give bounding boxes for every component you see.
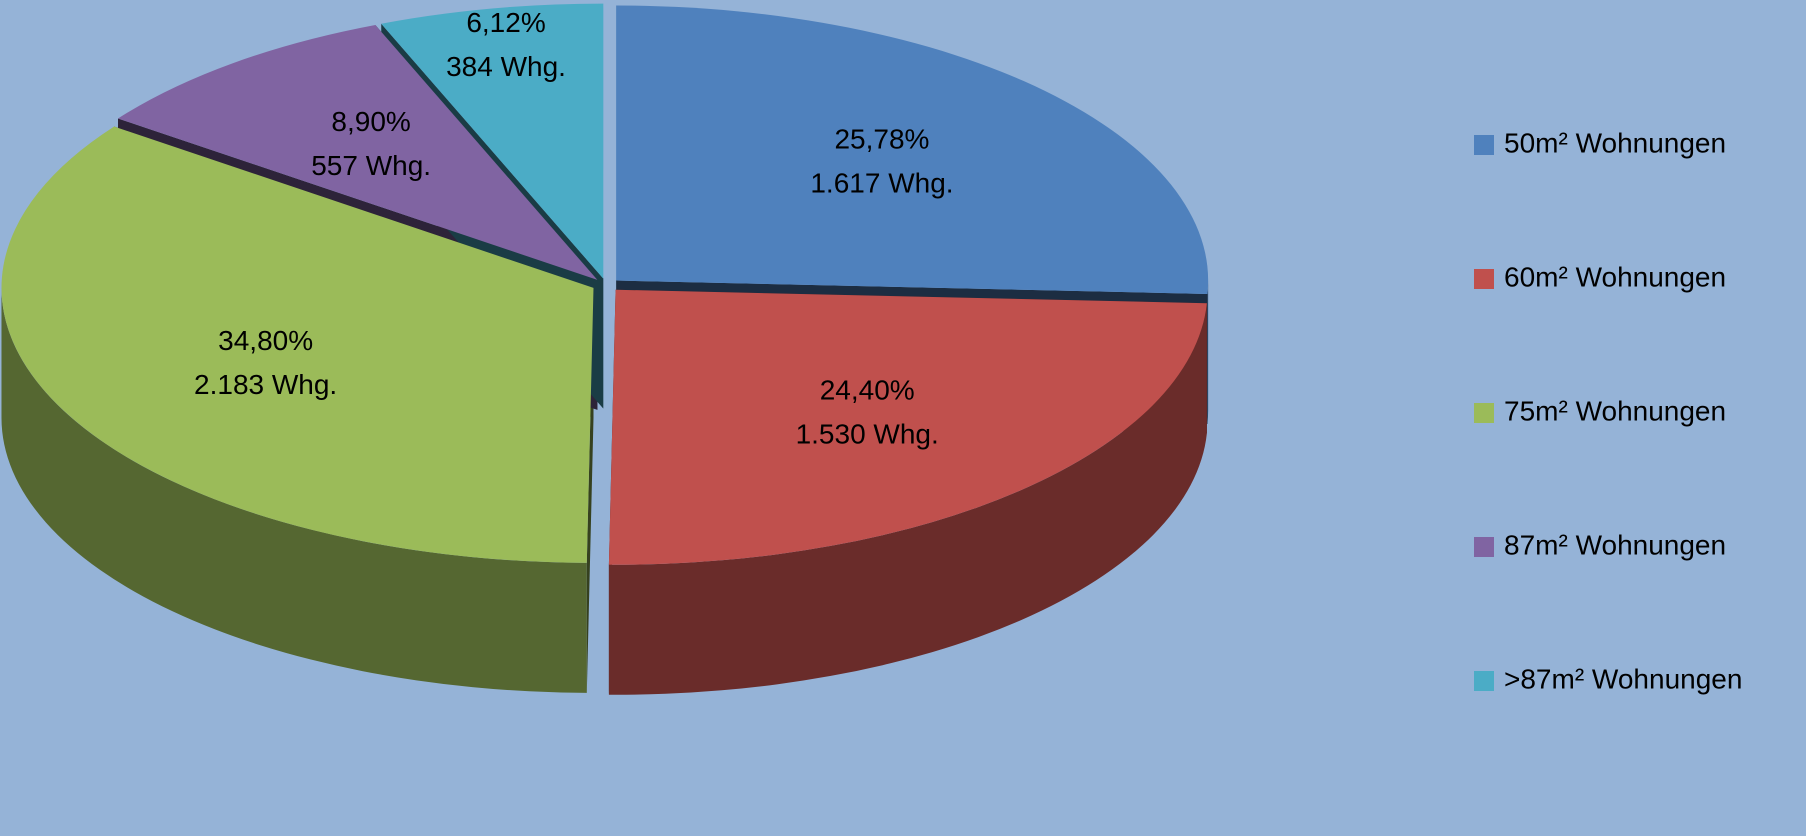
data-label: 1.617 Whg.	[810, 167, 953, 198]
data-label: 557 Whg.	[311, 150, 431, 181]
data-label: 25,78%	[834, 123, 929, 154]
legend-label: >87m² Wohnungen	[1504, 663, 1742, 694]
slice	[616, 5, 1209, 294]
slice	[117, 24, 598, 280]
legend-label: 60m² Wohnungen	[1504, 261, 1726, 292]
data-label: 2.183 Whg.	[194, 369, 337, 400]
legend-swatch	[1474, 537, 1494, 557]
data-label: 34,80%	[218, 325, 313, 356]
legend-label: 75m² Wohnungen	[1504, 395, 1726, 426]
legend-swatch	[1474, 671, 1494, 691]
data-label: 8,90%	[331, 106, 410, 137]
data-label: 24,40%	[820, 374, 915, 405]
slice	[1, 126, 594, 563]
legend-label: 50m² Wohnungen	[1504, 127, 1726, 158]
slice	[381, 3, 604, 279]
slice	[608, 289, 1207, 565]
legend-label: 87m² Wohnungen	[1504, 529, 1726, 560]
legend-swatch	[1474, 135, 1494, 155]
slice-wall	[1207, 280, 1209, 424]
data-label: 6,12%	[466, 7, 545, 38]
data-label: 384 Whg.	[446, 51, 566, 82]
data-label: 1.530 Whg.	[796, 418, 939, 449]
slice-wall	[1, 287, 587, 693]
legend-swatch	[1474, 269, 1494, 289]
legend-swatch	[1474, 403, 1494, 423]
slice-wall	[608, 303, 1207, 695]
